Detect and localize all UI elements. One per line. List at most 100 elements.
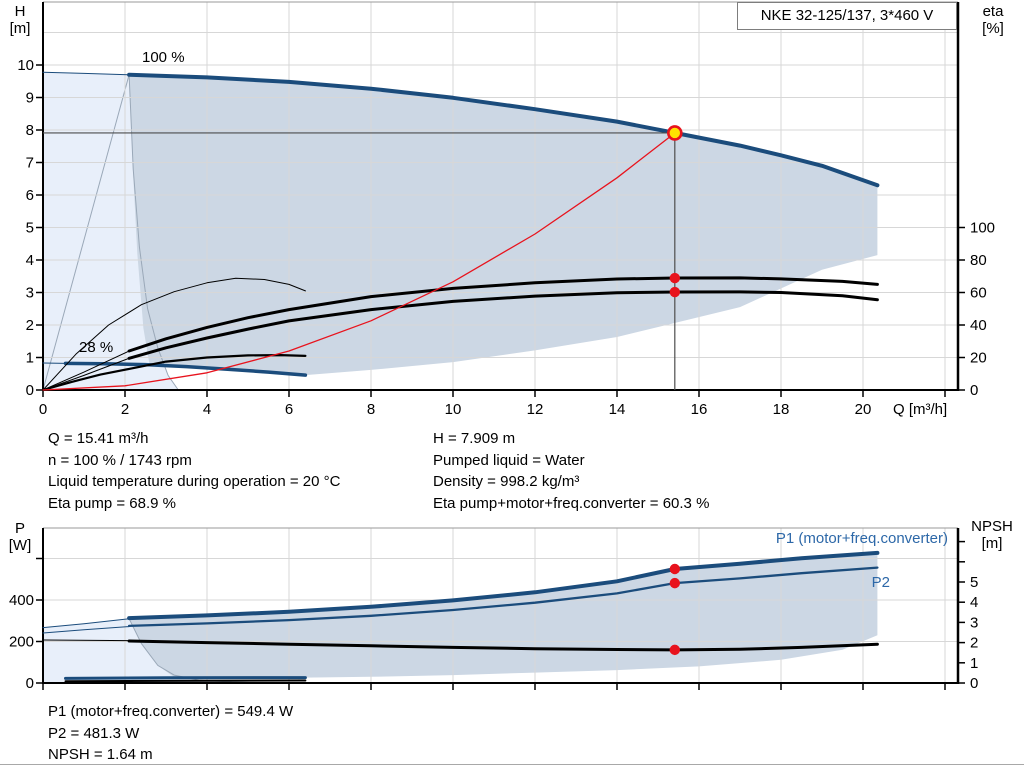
axis-title-npsh-line2: [m]	[981, 535, 1003, 552]
axis-title-head-line1: H	[14, 3, 26, 20]
tick-label-left: 0	[26, 382, 34, 399]
tick-label-right: 5	[970, 574, 978, 591]
info-npsh: NPSH = 1.64 m	[48, 746, 153, 763]
tick-label-right: 0	[970, 382, 978, 399]
tick-label-left: 5	[26, 220, 34, 237]
axis-title-eta: eta [%]	[969, 3, 1017, 37]
curve-eta-pump-100	[127, 276, 879, 353]
tick-label-left: 1	[26, 350, 34, 367]
curve-p1-thin	[42, 618, 130, 629]
curve-eta-total-100	[127, 290, 879, 360]
tick-label-right: 40	[970, 317, 987, 334]
axis-title-eta-line2: [%]	[982, 20, 1004, 37]
axis-title-head: H [m]	[2, 3, 38, 37]
tick-label-left: 9	[26, 90, 34, 107]
envelope-dark	[129, 74, 878, 376]
tick-label-left: 10	[17, 57, 34, 74]
tick-label-left: 400	[9, 592, 34, 609]
tick-label-right: 2	[970, 635, 978, 652]
axis-title-head-line2: [m]	[9, 20, 31, 37]
tick-label-bottom: 0	[39, 401, 47, 418]
min-flow-boundary	[128, 74, 179, 391]
info-speed: n = 100 % / 1743 rpm	[48, 451, 192, 469]
eta-total-dot-marker	[669, 286, 681, 298]
tick-label-right: 80	[970, 252, 987, 269]
p2-curve-label: P2	[871, 574, 890, 591]
tick-label-left: 8	[26, 122, 34, 139]
envelope-dark	[129, 552, 878, 680]
tick-label-left: 200	[9, 634, 34, 651]
tick-label-bottom: 6	[285, 401, 293, 418]
envelope-light	[43, 618, 265, 683]
tick-label-left: 6	[26, 187, 34, 204]
tick-label-left: 3	[26, 285, 34, 302]
tick-label-bottom: 16	[691, 401, 708, 418]
curve-npsh-thin	[42, 639, 130, 642]
info-p1: P1 (motor+freq.converter) = 549.4 W	[48, 703, 294, 720]
curve-p2-thin	[42, 626, 130, 634]
info-p2: P2 = 481.3 W	[48, 724, 140, 742]
duty-info-right: H = 7.909 m Pumped liquid = Water Densit…	[433, 428, 709, 514]
tick-label-right: 1	[970, 655, 978, 672]
tick-label-right: 3	[970, 614, 978, 631]
axis-title-npsh: NPSH [m]	[962, 518, 1022, 552]
p1-curve-label: P1 (motor+freq.converter)	[775, 530, 948, 547]
info-flow: Q = 15.41 m³/h	[48, 430, 149, 447]
x-axis-unit-label: Q [m³/h]	[893, 401, 947, 418]
tick-label-right: 20	[970, 350, 987, 367]
p1-dot-marker	[669, 563, 681, 575]
tick-label-left: 4	[26, 252, 34, 269]
power-info: P1 (motor+freq.converter) = 549.4 W P2 =…	[48, 701, 293, 766]
axis-title-eta-line1: eta	[982, 3, 1004, 20]
speed-label-100: 100 %	[142, 49, 185, 66]
npsh-dot-marker	[669, 644, 681, 656]
curve-eta-pump-28	[42, 277, 306, 391]
tick-label-bottom: 18	[773, 401, 790, 418]
p2-dot-marker	[669, 577, 681, 589]
duty-info-left: Q = 15.41 m³/h n = 100 % / 1743 rpm Liqu…	[48, 428, 340, 514]
origin-reference-line	[42, 74, 130, 391]
curve-eta-pump-100-thin	[42, 350, 130, 391]
tick-label-right: 60	[970, 285, 987, 302]
curve-p2-28	[64, 679, 307, 683]
info-eta-total: Eta pump+motor+freq.converter = 60.3 %	[433, 494, 710, 512]
curve-p1	[127, 550, 880, 621]
info-eta-pump: Eta pump = 68.9 %	[48, 494, 176, 512]
tick-label-bottom: 12	[527, 401, 544, 418]
curve-p2	[127, 566, 879, 628]
info-head: H = 7.909 m	[433, 430, 516, 447]
pump-title-box: NKE 32-125/137, 3*460 V	[737, 2, 957, 30]
tick-label-bottom: 2	[121, 401, 129, 418]
tick-label-right: 100	[970, 220, 995, 237]
tick-label-left: 0	[26, 675, 34, 692]
info-liquid-temperature: Liquid temperature during operation = 20…	[48, 473, 341, 490]
tick-label-bottom: 14	[609, 401, 626, 418]
axis-title-power-line2: [W]	[8, 537, 32, 554]
curve-head-28	[63, 361, 308, 377]
axis-title-power-line1: P	[14, 520, 25, 537]
curve-npsh	[127, 639, 879, 652]
info-pumped-liquid: Pumped liquid = Water	[433, 451, 585, 469]
curve-p1-28	[64, 676, 307, 680]
curve-head-100-thin	[42, 71, 130, 76]
tick-label-bottom: 20	[855, 401, 872, 418]
curve-head-100	[127, 72, 880, 188]
tick-label-left: 7	[26, 155, 34, 172]
speed-label-28: 28 %	[79, 339, 114, 356]
footer-divider	[0, 764, 1024, 765]
axis-title-npsh-line1: NPSH	[971, 518, 1013, 535]
tick-label-bottom: 8	[367, 401, 375, 418]
curve-eta-total-28	[41, 354, 307, 392]
curve-system-curve	[42, 132, 676, 391]
tick-label-bottom: 4	[203, 401, 211, 418]
duty-point-marker[interactable]	[667, 125, 683, 141]
tick-label-right: 0	[970, 675, 978, 692]
tick-label-left: 2	[26, 317, 34, 334]
tick-label-right: 4	[970, 594, 978, 611]
tick-label-bottom: 10	[445, 401, 462, 418]
info-density: Density = 998.2 kg/m³	[433, 473, 580, 490]
axis-title-power: P [W]	[2, 520, 38, 554]
eta-pump-dot-marker	[669, 272, 681, 284]
